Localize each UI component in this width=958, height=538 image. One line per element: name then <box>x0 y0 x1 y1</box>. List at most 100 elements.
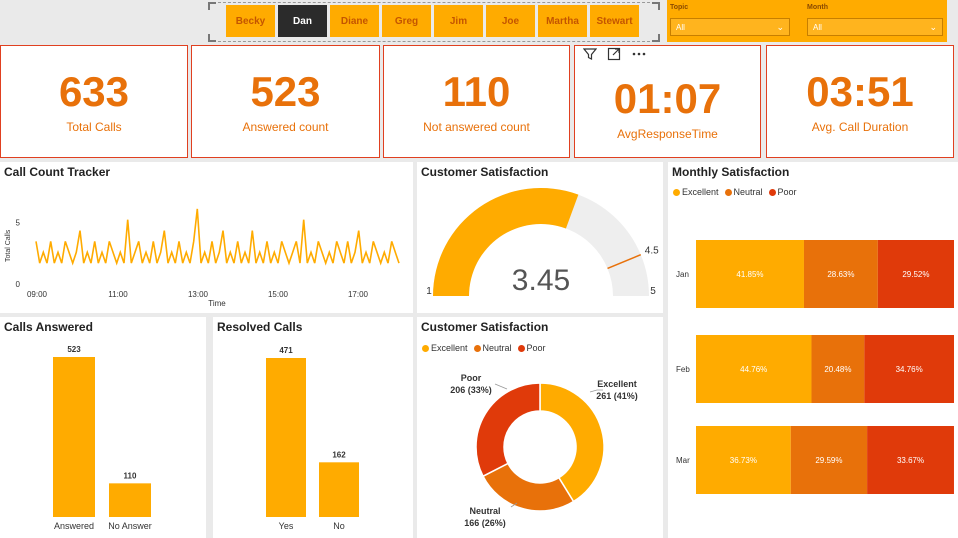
kpi-answered-count[interactable]: 523 Answered count <box>191 45 380 158</box>
y-tick-label: 0 <box>16 280 21 289</box>
donut-legend: Excellent Neutral Poor <box>422 343 546 353</box>
gauge-fill <box>433 188 579 296</box>
call-count-line-chart[interactable]: Total Calls 0 5 09:00 11:00 13:00 15:00 17:00 T… <box>0 162 413 313</box>
satisfaction-gauge[interactable]: 3.45 1 5 4.5 <box>417 162 663 313</box>
legend-item-poor[interactable]: Poor <box>768 187 797 197</box>
segment-data-label: 29.52% <box>902 270 929 279</box>
legend-item-excellent[interactable]: Excellent <box>673 187 719 197</box>
segment-data-label: 41.85% <box>736 270 763 279</box>
monthly-stacked-bar-chart[interactable]: Jan 41.85% 28.63% 29.52% Feb 44.76% 20.48% 34.7… <box>668 162 958 538</box>
focus-mode-icon[interactable] <box>607 47 621 64</box>
kpi-label: AvgResponseTime <box>617 126 718 141</box>
call-count-tracker-panel: Call Count Tracker Total Calls 0 5 09:00 11… <box>0 162 413 313</box>
monthly-legend: Excellent Neutral Poor <box>673 187 797 197</box>
donut-data-label-value: 166 (26%) <box>464 518 506 528</box>
call-count-line <box>35 208 400 266</box>
kpi-total-calls[interactable]: 633 Total Calls <box>0 45 188 158</box>
agent-button-dan[interactable]: Dan <box>278 5 327 37</box>
kpi-avg-call-duration[interactable]: 03:51 Avg. Call Duration <box>766 45 954 158</box>
agent-button-joe[interactable]: Joe <box>486 5 535 37</box>
legend-label: Neutral <box>733 187 763 197</box>
gauge-target-line <box>607 253 642 270</box>
segment-data-label: 44.76% <box>740 365 767 374</box>
bar-data-label: 471 <box>279 346 293 355</box>
satisfaction-donut-panel: Customer Satisfaction Excellent Neutral … <box>417 317 663 538</box>
agent-button-diane[interactable]: Diane <box>330 5 379 37</box>
agent-button-martha[interactable]: Martha <box>538 5 587 37</box>
stacked-bar-segment-neutral <box>790 426 868 494</box>
kpi-label: Answered count <box>242 119 329 134</box>
topic-dropdown[interactable]: All ⌄ <box>670 18 790 36</box>
filter-icon[interactable] <box>582 47 598 64</box>
category-label: Feb <box>676 365 690 374</box>
legend-label: Excellent <box>682 187 719 197</box>
legend-dot <box>422 344 429 352</box>
kpi-value: 523 <box>250 67 321 115</box>
more-options-icon[interactable] <box>631 47 647 64</box>
kpi-label: Avg. Call Duration <box>811 119 909 134</box>
legend-item-excellent[interactable]: Excellent <box>422 343 468 353</box>
monthly-satisfaction-panel: Monthly Satisfaction Excellent Neutral P… <box>668 162 958 538</box>
resize-handle[interactable] <box>652 2 660 10</box>
filter-panel: Topic All ⌄ Month All ⌄ <box>667 0 947 42</box>
calls-answered-panel: Calls Answered 523 Answered 110 No Answer <box>0 317 206 538</box>
kpi-label: Total Calls <box>66 119 122 134</box>
month-dropdown[interactable]: All ⌄ <box>807 18 943 36</box>
legend-item-poor[interactable]: Poor <box>517 343 546 353</box>
kpi-value: 03:51 <box>806 67 914 115</box>
y-axis-label: Total Calls <box>5 229 12 262</box>
resize-handle[interactable] <box>208 2 216 10</box>
category-label: Mar <box>676 456 690 465</box>
resize-handle[interactable] <box>652 34 660 42</box>
agent-button-stewart[interactable]: Stewart <box>590 5 639 37</box>
legend-label: Poor <box>526 343 546 353</box>
legend-dot <box>673 188 680 196</box>
bar <box>53 357 95 517</box>
topic-filter: Topic All ⌄ <box>670 4 790 36</box>
bar-category-label: No <box>333 521 345 531</box>
calls-answered-bar-chart[interactable]: 523 Answered 110 No Answer <box>0 317 206 538</box>
segment-data-label: 20.48% <box>824 365 851 374</box>
donut-data-label-name: Neutral <box>469 506 500 516</box>
agent-button-group: Becky Dan Diane Greg Jim Joe Martha Stewart <box>226 5 639 37</box>
x-tick-label: 17:00 <box>348 290 369 299</box>
kpi-avg-response-time[interactable]: 01:07 AvgResponseTime <box>574 45 761 158</box>
legend-label: Neutral <box>482 343 512 353</box>
legend-item-neutral[interactable]: Neutral <box>724 187 763 197</box>
agent-slicer: Becky Dan Diane Greg Jim Joe Martha Stewart <box>208 0 660 42</box>
agent-button-becky[interactable]: Becky <box>226 5 275 37</box>
resize-handle[interactable] <box>208 34 216 42</box>
x-tick-label: 13:00 <box>188 290 209 299</box>
segment-data-label: 34.76% <box>896 365 923 374</box>
chevron-down-icon: ⌄ <box>929 21 937 32</box>
agent-button-greg[interactable]: Greg <box>382 5 431 37</box>
donut-data-label-value: 261 (41%) <box>596 391 638 401</box>
stacked-bar-segment-poor <box>867 426 954 494</box>
x-tick-label: 11:00 <box>108 290 128 299</box>
bar-category-label: Answered <box>54 521 94 531</box>
segment-data-label: 33.67% <box>897 456 924 465</box>
panel-title: Call Count Tracker <box>4 165 111 179</box>
bar <box>109 483 151 517</box>
gauge-target-label: 4.5 <box>645 246 659 257</box>
stacked-bar-segment-poor <box>864 335 954 403</box>
donut-data-label-value: 206 (33%) <box>450 385 492 395</box>
slicer-border-bottom <box>208 41 660 42</box>
bar <box>319 462 359 517</box>
legend-item-neutral[interactable]: Neutral <box>473 343 512 353</box>
stacked-bar-segment-poor <box>877 240 954 308</box>
month-filter-label: Month <box>807 4 828 11</box>
legend-dot <box>473 344 481 352</box>
satisfaction-donut-chart[interactable]: Excellent 261 (41%) Neutral 166 (26%) Poor 20… <box>417 317 663 538</box>
stacked-bar-segment-excellent <box>696 240 804 308</box>
topic-dropdown-value: All <box>676 22 685 32</box>
agent-button-jim[interactable]: Jim <box>434 5 483 37</box>
panel-title: Customer Satisfaction <box>421 165 549 179</box>
panel-title: Monthly Satisfaction <box>672 165 790 179</box>
y-tick-label: 5 <box>16 219 21 228</box>
kpi-not-answered-count[interactable]: 110 Not answered count <box>383 45 570 158</box>
stacked-bar-segment-neutral <box>803 240 878 308</box>
resolved-calls-bar-chart[interactable]: 471 Yes 162 No <box>213 317 413 538</box>
stacked-bar-segment-excellent <box>696 426 791 494</box>
donut-slice-neutral <box>482 462 575 512</box>
